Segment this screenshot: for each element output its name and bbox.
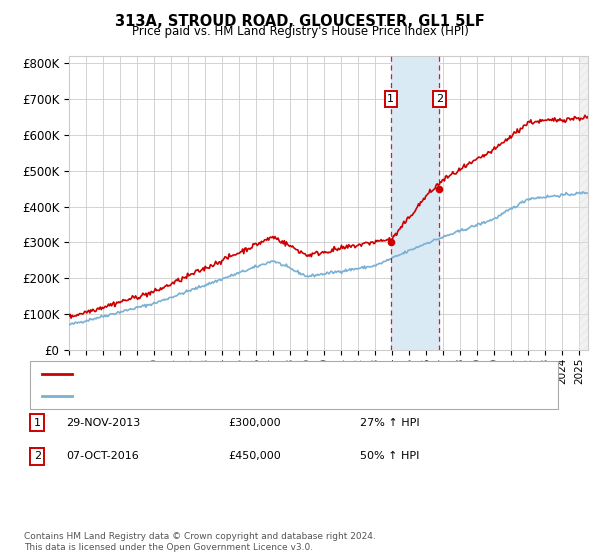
Text: 1: 1: [34, 418, 41, 428]
Text: Contains HM Land Registry data © Crown copyright and database right 2024.
This d: Contains HM Land Registry data © Crown c…: [24, 532, 376, 552]
Text: 2: 2: [436, 94, 443, 104]
Text: 2: 2: [34, 451, 41, 461]
Text: 1: 1: [387, 94, 394, 104]
Text: £300,000: £300,000: [228, 418, 281, 428]
Bar: [580, 56, 588, 350]
Text: 07-OCT-2016: 07-OCT-2016: [66, 451, 139, 461]
Text: Price paid vs. HM Land Registry's House Price Index (HPI): Price paid vs. HM Land Registry's House …: [131, 25, 469, 38]
Text: 29-NOV-2013: 29-NOV-2013: [66, 418, 140, 428]
Bar: [391, 56, 439, 350]
Text: 50% ↑ HPI: 50% ↑ HPI: [360, 451, 419, 461]
Text: 313A, STROUD ROAD, GLOUCESTER, GL1 5LF: 313A, STROUD ROAD, GLOUCESTER, GL1 5LF: [115, 14, 485, 29]
Text: 27% ↑ HPI: 27% ↑ HPI: [360, 418, 419, 428]
Text: 313A, STROUD ROAD, GLOUCESTER, GL1 5LF (detached house): 313A, STROUD ROAD, GLOUCESTER, GL1 5LF (…: [78, 368, 409, 379]
Text: HPI: Average price, detached house, Gloucester: HPI: Average price, detached house, Glou…: [78, 391, 328, 401]
Text: £450,000: £450,000: [228, 451, 281, 461]
